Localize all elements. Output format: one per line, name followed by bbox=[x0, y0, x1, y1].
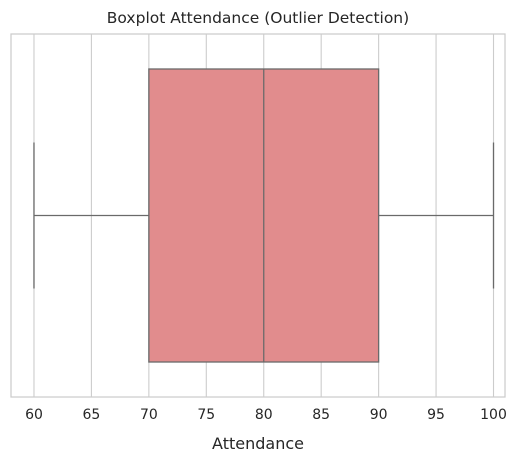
chart-title: Boxplot Attendance (Outlier Detection) bbox=[107, 9, 409, 27]
x-tick-label: 75 bbox=[197, 407, 215, 423]
x-tick-label: 100 bbox=[480, 407, 507, 423]
x-tick-label: 90 bbox=[370, 407, 388, 423]
x-tick-label: 60 bbox=[25, 407, 43, 423]
x-tick-label: 85 bbox=[312, 407, 330, 423]
x-tick-label: 70 bbox=[140, 407, 158, 423]
x-tick-label: 80 bbox=[255, 407, 273, 423]
plot-frame bbox=[10, 33, 506, 398]
x-tick-label: 95 bbox=[427, 407, 445, 423]
x-tick-label: 65 bbox=[83, 407, 101, 423]
x-axis-label: Attendance bbox=[212, 434, 304, 453]
x-tick-labels: 60 65 70 75 80 85 90 95 100 bbox=[25, 407, 507, 423]
box-group bbox=[33, 68, 495, 363]
